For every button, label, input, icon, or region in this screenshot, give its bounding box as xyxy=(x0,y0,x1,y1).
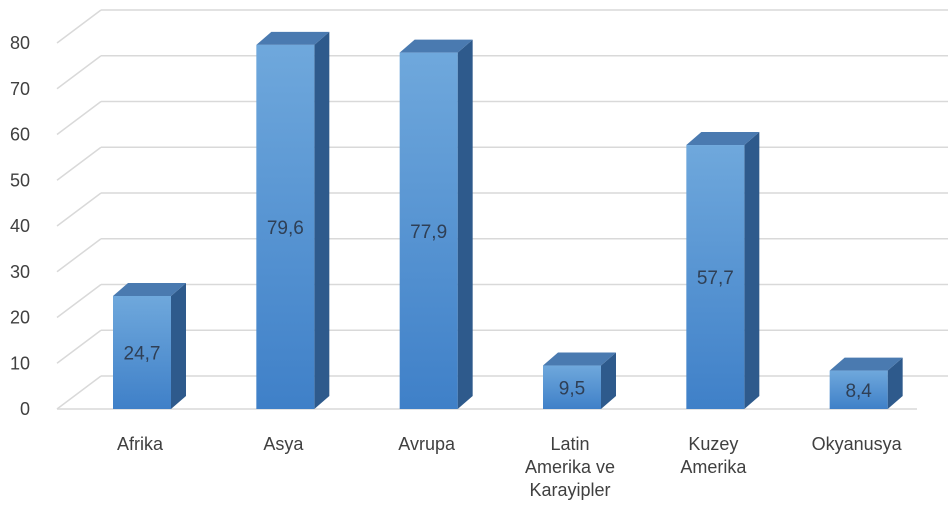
bar: 8,4 xyxy=(829,357,903,409)
bar-front xyxy=(256,44,315,409)
x-category-label: Latin Amerika ve Karayipler xyxy=(525,434,615,500)
bar-top xyxy=(543,352,616,366)
data-label: 24,7 xyxy=(124,343,161,364)
data-label: 57,7 xyxy=(697,268,734,289)
bar-front xyxy=(686,145,745,409)
bar-top xyxy=(686,132,760,146)
y-tick-label: 20 xyxy=(10,308,30,328)
x-category-label-line: Amerika ve xyxy=(525,457,615,477)
data-label: 79,6 xyxy=(267,218,304,239)
x-category-label-line: Karayipler xyxy=(529,480,610,500)
bar: 79,6 xyxy=(256,31,330,410)
x-category-label-line: Afrika xyxy=(117,434,164,454)
x-category-label-line: Latin xyxy=(550,434,589,454)
gridline-diagonal xyxy=(56,100,102,136)
x-category-label: Kuzey Amerika xyxy=(680,434,747,477)
gridline-diagonal xyxy=(56,375,102,410)
bar-top xyxy=(113,282,186,296)
category-labels: Afrika Asya Avrupa Latin Amerika ve Karayiple… xyxy=(117,434,903,500)
x-category-label-line: Avrupa xyxy=(398,434,456,454)
y-tick-label: 60 xyxy=(10,125,30,145)
bars: 24,7 79,6 77,9 9,5 57,7 8,4 xyxy=(113,31,903,410)
bar: 77,9 xyxy=(399,39,473,410)
x-category-label-line: Amerika xyxy=(680,457,747,477)
x-category-label-line: Kuzey xyxy=(688,434,738,454)
data-label: 77,9 xyxy=(410,222,447,243)
bar: 9,5 xyxy=(543,352,616,409)
bar-top xyxy=(399,39,473,53)
x-category-label: Asya xyxy=(263,434,304,454)
gridline-diagonal xyxy=(56,329,102,364)
y-tick-label: 30 xyxy=(10,262,30,282)
x-category-label: Okyanusya xyxy=(812,434,903,454)
bar: 24,7 xyxy=(113,282,186,409)
y-tick-label: 40 xyxy=(10,216,30,236)
gridline-diagonal xyxy=(56,146,102,181)
bar-side xyxy=(457,39,473,410)
bar-front xyxy=(543,365,601,409)
x-category-label: Avrupa xyxy=(398,434,456,454)
gridlines xyxy=(56,9,948,410)
y-axis: 0 10 20 30 40 50 60 70 80 xyxy=(10,33,30,419)
gridline-diagonal xyxy=(56,192,102,227)
gridline-diagonal xyxy=(56,283,102,319)
y-tick-label: 50 xyxy=(10,170,30,190)
gridline-diagonal xyxy=(56,238,102,273)
bar-top xyxy=(829,357,903,371)
gridline-diagonal xyxy=(56,9,102,44)
y-tick-label: 10 xyxy=(10,353,30,373)
x-category-label: Afrika xyxy=(117,434,164,454)
bar-side xyxy=(314,31,330,410)
bar-side xyxy=(744,132,760,409)
bar-side xyxy=(171,282,186,409)
data-label: 8,4 xyxy=(845,381,872,402)
y-tick-label: 0 xyxy=(20,399,30,419)
bar: 57,7 xyxy=(686,132,760,409)
bar-front xyxy=(113,295,171,409)
x-category-label-line: Asya xyxy=(263,434,304,454)
bar-side xyxy=(601,352,616,409)
data-label: 9,5 xyxy=(559,378,585,399)
y-tick-label: 80 xyxy=(10,33,30,53)
x-category-label-line: Okyanusya xyxy=(812,434,903,454)
y-tick-label: 70 xyxy=(10,79,30,99)
bar-top xyxy=(256,31,330,45)
gridline-diagonal xyxy=(56,55,102,90)
bar-front xyxy=(829,370,888,409)
bar-front xyxy=(399,52,458,410)
bar-side xyxy=(887,357,903,409)
